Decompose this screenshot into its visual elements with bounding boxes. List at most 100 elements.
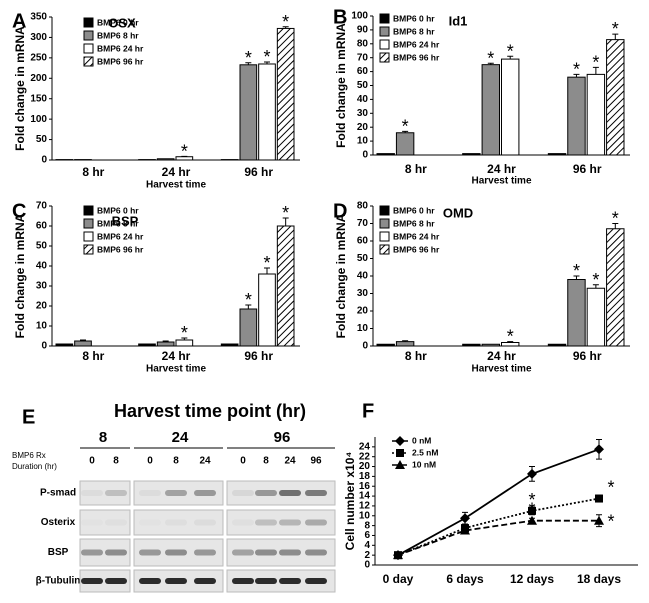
panel-letter: B: [333, 6, 347, 28]
x-tick-label: 8 hr: [405, 349, 427, 363]
legend-label: 0 nM: [412, 435, 431, 445]
x-tick-label: 12 days: [510, 572, 554, 586]
point: [594, 515, 604, 525]
legend-label: BMP6 24 hr: [97, 231, 144, 241]
significance: *: [263, 253, 270, 273]
panel-letter: F: [362, 400, 374, 422]
legend-swatch: [379, 218, 390, 229]
panel-letter: A: [12, 10, 26, 32]
point: [528, 506, 536, 515]
y-tick-label: 4: [364, 540, 370, 551]
legend-label: BMP6 8 hr: [393, 26, 435, 36]
blot-band: [81, 520, 103, 526]
y-tick-label: 0: [41, 341, 47, 352]
panel-letter: D: [333, 200, 347, 222]
blot-band: [194, 490, 216, 496]
blot-strip: [226, 509, 336, 536]
y-tick-label: 0: [41, 155, 47, 166]
bar: [547, 153, 567, 156]
y-tick-label: 90: [357, 25, 369, 36]
legend-swatch: [83, 205, 94, 216]
blot-band: [255, 519, 277, 526]
chart-title: OMD: [443, 205, 473, 220]
y-tick-label: 20: [359, 461, 371, 472]
y-tick-label: 16: [359, 481, 371, 492]
blot-band: [105, 520, 127, 526]
error-bar: [592, 284, 599, 289]
bar: [606, 39, 625, 156]
blot-band: [255, 549, 277, 556]
bar: [462, 343, 481, 347]
bar: [258, 63, 276, 161]
y-tick-label: 60: [357, 66, 369, 77]
bar: [220, 343, 239, 347]
point: [527, 515, 537, 525]
blot-strip: [79, 509, 131, 536]
legend-label: BMP6 0 hr: [393, 205, 435, 215]
legend-label: BMP6 8 hr: [97, 30, 139, 40]
legend-label: BMP6 0 hr: [393, 13, 435, 23]
lane-label: 0: [89, 456, 95, 467]
blot-strip: [133, 509, 224, 536]
blot-band: [105, 490, 127, 496]
error-bar: [507, 55, 514, 60]
bar: [74, 340, 92, 347]
bar: [395, 341, 415, 347]
significance: *: [573, 261, 580, 281]
row-label: BSP: [48, 547, 69, 558]
legend-label: BMP6 8 hr: [97, 218, 139, 228]
chart-title: BSP: [112, 213, 139, 228]
error-bar: [573, 73, 580, 78]
series-line: [397, 448, 600, 556]
blot-band: [194, 519, 216, 526]
y-tick-label: 20: [357, 306, 369, 317]
x-tick-label: 24 hr: [487, 162, 516, 176]
y-tick-label: 20: [357, 122, 369, 133]
error-bar: [612, 223, 619, 229]
bar: [567, 76, 586, 156]
lane-label: 24: [284, 456, 296, 467]
y-tick-label: 100: [351, 11, 368, 22]
blot-band: [165, 490, 187, 496]
y-tick-label: 2: [364, 550, 370, 561]
y-axis-label: Fold change in mRNA: [13, 26, 27, 151]
blot-band: [139, 490, 161, 496]
significance: *: [573, 59, 580, 79]
lane-label: 8: [173, 456, 179, 467]
point: [594, 444, 604, 455]
y-tick-label: 10: [357, 323, 369, 334]
error-bar: [282, 217, 289, 226]
blot-band: [279, 578, 301, 584]
x-tick-label: 8 hr: [82, 165, 104, 179]
bar: [55, 343, 74, 347]
blot-band: [105, 578, 127, 584]
error-bar: [264, 267, 270, 274]
y-axis-label: Fold change in mRNA: [334, 23, 348, 148]
x-tick-label: 8 hr: [82, 349, 104, 363]
significance: *: [592, 52, 599, 72]
y-tick-label: 40: [357, 271, 369, 282]
significance: *: [282, 12, 289, 32]
y-tick-label: 0: [362, 341, 368, 352]
bar: [481, 343, 501, 347]
significance: *: [245, 48, 252, 68]
blot-band: [232, 549, 254, 556]
y-tick-label: 80: [357, 201, 369, 212]
legend-swatch: [379, 13, 390, 24]
y-tick-label: 350: [30, 12, 47, 23]
legend-swatch: [83, 56, 94, 67]
legend-swatch: [379, 244, 390, 255]
bar: [156, 341, 175, 347]
blot-strip: [133, 480, 224, 506]
significance: *: [528, 490, 535, 510]
lane-label: 8: [113, 456, 119, 467]
blot-band: [279, 549, 301, 556]
y-tick-label: 24: [359, 441, 371, 452]
error-bar: [402, 340, 409, 342]
y-tick-label: 6: [364, 530, 370, 541]
y-tick-label: 70: [357, 218, 369, 229]
series-line: [397, 497, 600, 556]
x-tick-label: 96 hr: [573, 162, 602, 176]
chart-title: Id1: [449, 13, 468, 28]
